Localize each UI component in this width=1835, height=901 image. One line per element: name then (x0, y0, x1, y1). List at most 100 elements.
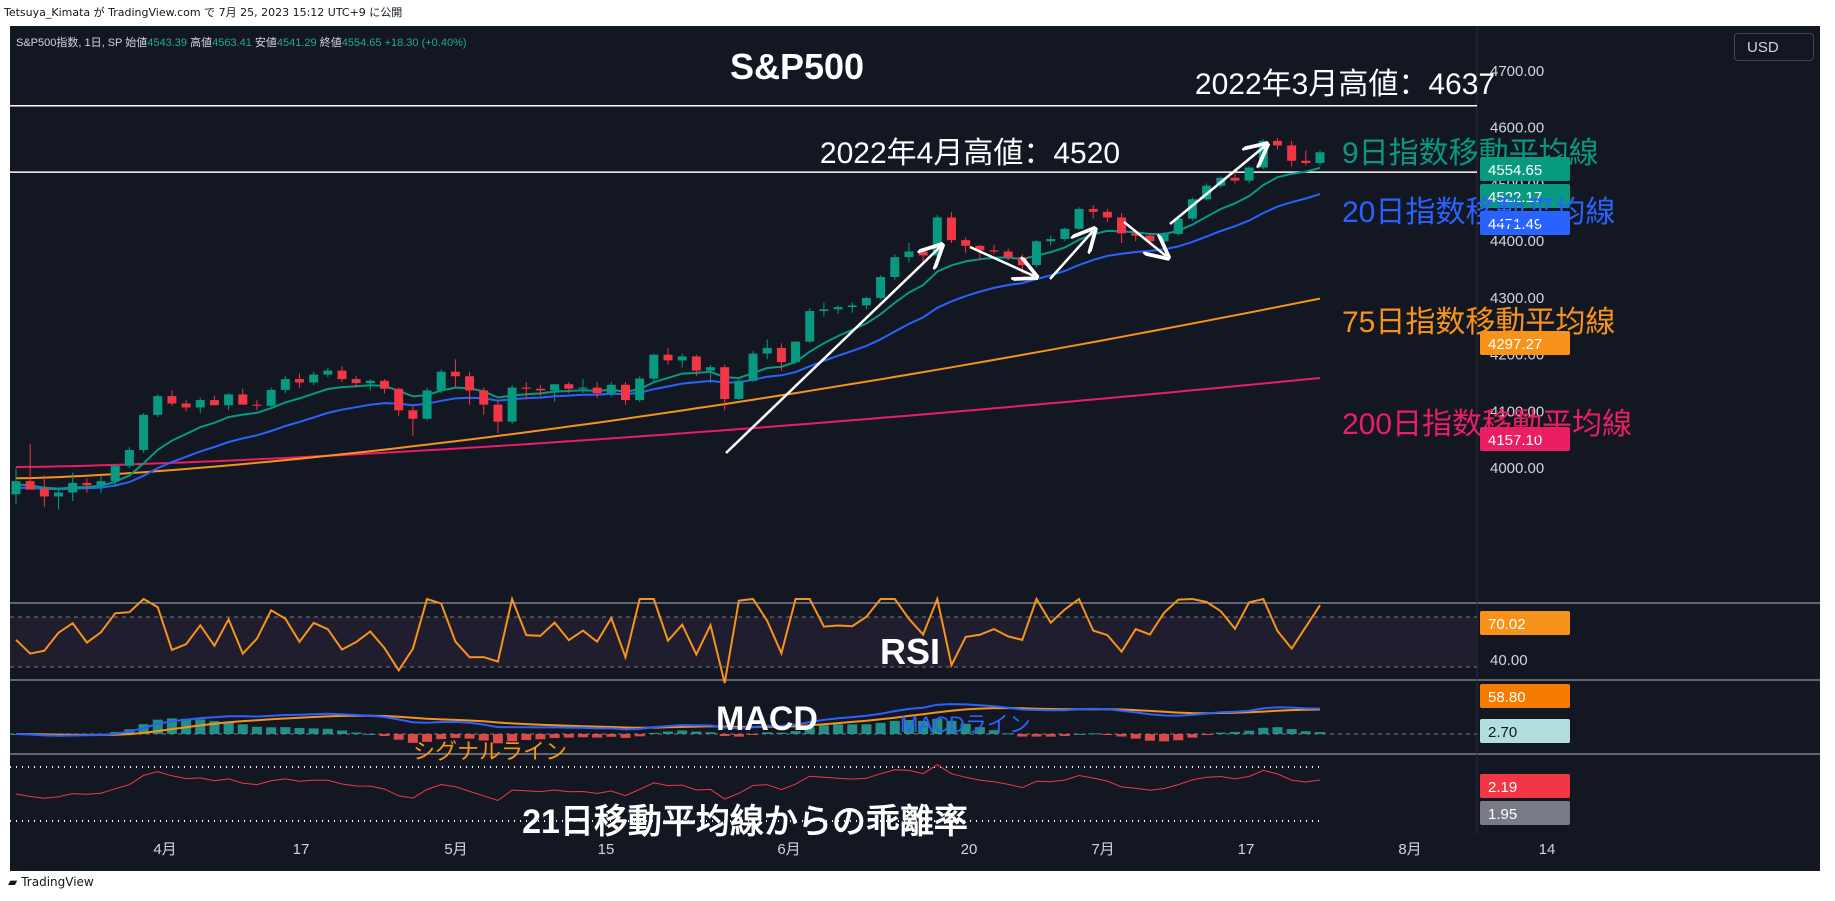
candle-body (550, 384, 560, 391)
macd-histogram-bar (422, 734, 433, 742)
rsi-value-badge: 70.02 (1488, 616, 1526, 633)
candle-body (606, 384, 616, 394)
candle-body (110, 465, 120, 482)
symbol-ohlc-legend: S&P500指数, 1日, SP 始値4543.39 高値4563.41 安値4… (16, 37, 467, 49)
price-tick-label: 4300.00 (1490, 290, 1544, 307)
macd-pane (10, 703, 1477, 744)
time-tick-label: 20 (961, 841, 978, 858)
macd-histogram-bar (1088, 733, 1099, 735)
macd-histogram-bar (606, 734, 617, 737)
candle-body (1258, 140, 1268, 168)
macd-histogram-bar (223, 721, 234, 734)
ema75-price-badge-bg (1480, 331, 1570, 355)
rsi-tick-label: 40.00 (1490, 652, 1528, 669)
macd-histogram-bar (365, 733, 376, 735)
macd-histogram-bar (932, 718, 943, 734)
price-tick-label: 4100.00 (1490, 403, 1544, 420)
candle-body (408, 410, 418, 419)
ema200-label: 200日指数移動平均線 (1342, 408, 1632, 441)
macd-histogram-bar (1229, 731, 1240, 734)
candle-body (677, 356, 687, 361)
trend-arrow (1049, 231, 1093, 280)
candle-body (833, 307, 843, 310)
macd-value-badge: 58.80 (1488, 689, 1526, 706)
ema200-price-badge: 4157.10 (1488, 432, 1542, 449)
chart-area[interactable]: 4700.004600.004500.004400.004300.004200.… (10, 26, 1820, 871)
macd-histogram-bar (903, 720, 914, 734)
macd-histogram-bar (1258, 727, 1269, 734)
time-tick-label: 5月 (444, 841, 467, 858)
candle-body (209, 400, 219, 406)
candle-body (1159, 233, 1169, 242)
macd-histogram-bar (351, 732, 362, 734)
macd-histogram-bar (989, 730, 999, 734)
candle-body (989, 250, 999, 252)
candle-body (734, 380, 744, 399)
time-tick-label: 6月 (777, 841, 800, 858)
candle-body (224, 394, 234, 406)
candle-body (521, 387, 531, 389)
hist-value-bg (1480, 719, 1570, 743)
macd-histogram-bar (436, 734, 447, 740)
macd-histogram-bar (960, 723, 971, 734)
candle-body (181, 403, 191, 408)
ema75-line (15, 297, 1321, 480)
trend-arrow (969, 245, 1034, 276)
candle-body (805, 311, 815, 342)
macd-histogram-bar (776, 732, 787, 734)
macd-histogram-bar (818, 725, 829, 734)
macd-line (15, 703, 1321, 737)
time-tick-label: 8月 (1398, 841, 1421, 858)
candle-body (1060, 228, 1070, 240)
tradingview-footer: ▰ TradingView (8, 875, 94, 889)
candle-body (1003, 251, 1013, 258)
macd-histogram-bar (691, 731, 702, 734)
candle-body (635, 378, 645, 401)
macd-histogram-bar (1130, 734, 1141, 739)
candle-body (904, 251, 914, 258)
chart-svg: 4700.004600.004500.004400.004300.004200.… (10, 26, 1820, 858)
candle-body (479, 390, 489, 405)
macd-histogram-bar (946, 720, 957, 734)
macd-histogram-bar (1272, 727, 1283, 734)
macd-histogram-bar (577, 734, 588, 738)
macd-histogram-bar (464, 734, 475, 739)
currency-button[interactable]: USD (1734, 33, 1814, 61)
ema9-label: 9日指数移動平均線 (1342, 137, 1599, 170)
deviation-value-badge: 2.19 (1488, 779, 1517, 796)
macd-histogram-bar (804, 727, 815, 734)
hist-value-badge: 2.70 (1488, 724, 1517, 741)
time-tick-label: 4月 (153, 841, 176, 858)
macd-histogram-bar (790, 731, 801, 734)
candle-body (946, 217, 956, 241)
ema20-label: 20日指数移動平均線 (1342, 196, 1615, 229)
macd-histogram-bar (1074, 733, 1085, 735)
macd-histogram-bar (1059, 734, 1070, 736)
candle-body (507, 387, 517, 422)
time-tick-label: 17 (293, 841, 310, 858)
macd-histogram-bar (209, 721, 220, 734)
candle-body (961, 240, 971, 246)
ema20-line (15, 193, 1321, 491)
tradingview-logo-icon: ▰ (8, 875, 18, 889)
macd-histogram-bar (1286, 729, 1297, 734)
macd-line-label: MACDライン (900, 712, 1031, 737)
deviation-pane (10, 764, 1321, 822)
ema200-price-badge-bg (1480, 427, 1570, 451)
macd-histogram-bar (889, 720, 900, 734)
macd-histogram-bar (152, 719, 163, 734)
candle-body (82, 482, 92, 486)
candle-body (266, 389, 276, 406)
signal-line-label: シグナルライン (413, 739, 567, 764)
candle-body (776, 347, 786, 363)
macd-histogram-bar (1159, 734, 1170, 742)
price-tick-label: 4700.00 (1490, 63, 1544, 80)
macd-histogram-bar (620, 734, 631, 738)
ema75-price-badge: 4297.27 (1488, 336, 1542, 353)
macd-histogram-bar (280, 727, 291, 734)
ema-lines (15, 166, 1321, 491)
candle-body (422, 390, 432, 419)
rsi-label: RSI (880, 631, 940, 672)
candle-body (1230, 177, 1240, 181)
ema20-price-badge-bg (1480, 211, 1570, 235)
